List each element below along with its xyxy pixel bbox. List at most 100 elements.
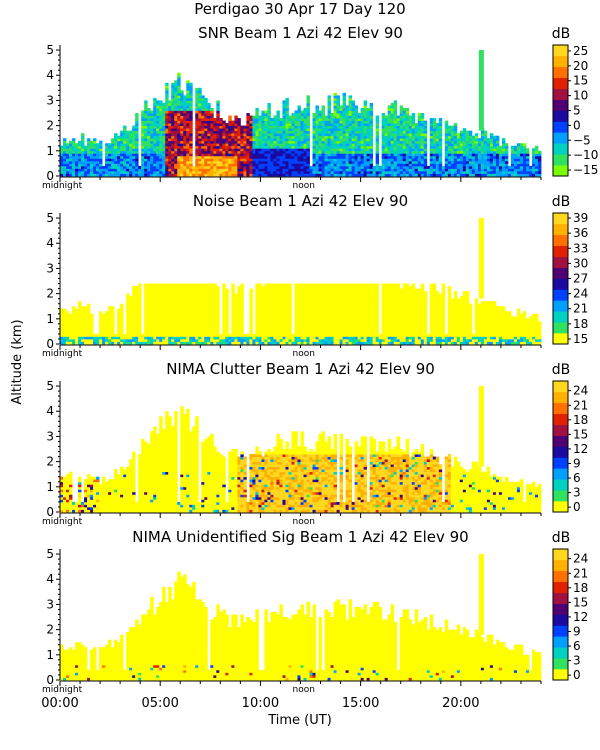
heatmap-cell xyxy=(144,105,147,108)
heatmap-cell xyxy=(264,301,267,304)
heatmap-cell xyxy=(490,143,493,146)
heatmap-cell xyxy=(282,151,285,154)
heatmap-cell xyxy=(484,161,487,164)
heatmap-cell xyxy=(117,138,120,141)
heatmap-cell xyxy=(96,146,99,149)
heatmap-cell xyxy=(484,133,487,136)
heatmap-cell xyxy=(291,128,294,131)
heatmap-cell xyxy=(207,294,210,297)
heatmap-cell xyxy=(258,334,261,337)
heatmap-cell xyxy=(255,161,258,164)
heatmap-cell xyxy=(328,171,331,174)
heatmap-cell xyxy=(204,148,207,151)
heatmap-cell xyxy=(457,166,460,169)
heatmap-cell xyxy=(138,314,141,317)
heatmap-cell xyxy=(195,148,198,151)
heatmap-cell xyxy=(264,111,267,114)
heatmap-cell xyxy=(111,141,114,144)
heatmap-cell xyxy=(301,141,304,144)
heatmap-cell xyxy=(222,151,225,154)
heatmap-cell xyxy=(126,153,129,156)
heatmap-cell xyxy=(301,128,304,131)
heatmap-cell xyxy=(409,121,412,124)
heatmap-cell xyxy=(415,158,418,161)
heatmap-cell xyxy=(129,299,132,302)
heatmap-cell xyxy=(174,138,177,141)
heatmap-cell xyxy=(364,105,367,108)
heatmap-cell xyxy=(78,151,81,154)
heatmap-cell xyxy=(177,108,180,111)
heatmap-cell xyxy=(150,286,153,289)
heatmap-cell xyxy=(150,116,153,119)
heatmap-cell xyxy=(433,158,436,161)
heatmap-cell xyxy=(517,146,520,149)
heatmap-cell xyxy=(394,168,397,171)
heatmap-cell xyxy=(255,148,258,151)
heatmap-cell xyxy=(322,143,325,146)
heatmap-cell xyxy=(162,146,165,149)
heatmap-cell xyxy=(439,146,442,149)
heatmap-cell xyxy=(198,306,201,309)
heatmap-cell xyxy=(252,171,255,174)
heatmap-cell xyxy=(322,133,325,136)
heatmap-cell xyxy=(391,151,394,154)
heatmap-cell xyxy=(63,163,66,166)
heatmap-cell xyxy=(288,133,291,136)
heatmap-cell xyxy=(228,146,231,149)
heatmap-cell xyxy=(72,151,75,154)
heatmap-cell xyxy=(225,304,228,307)
heatmap-cell xyxy=(63,334,66,337)
heatmap-cell xyxy=(270,136,273,139)
heatmap-cell xyxy=(159,304,162,307)
heatmap-cell xyxy=(427,173,430,176)
heatmap-cell xyxy=(150,324,153,327)
heatmap-cell xyxy=(532,173,535,176)
heatmap-cell xyxy=(81,311,84,314)
heatmap-cell xyxy=(165,116,168,119)
heatmap-cell xyxy=(120,336,123,339)
heatmap-cell xyxy=(150,156,153,159)
heatmap-cell xyxy=(108,334,111,337)
heatmap-cell xyxy=(174,316,177,319)
heatmap-cell xyxy=(180,143,183,146)
heatmap-cell xyxy=(322,123,325,126)
heatmap-cell xyxy=(370,131,373,134)
heatmap-cell xyxy=(261,309,264,312)
heatmap-cell xyxy=(367,161,370,164)
heatmap-cell xyxy=(180,136,183,139)
heatmap-cell xyxy=(246,339,249,342)
heatmap-cell xyxy=(144,326,147,329)
heatmap-cell xyxy=(156,111,159,114)
heatmap-cell xyxy=(364,143,367,146)
heatmap-cell xyxy=(132,126,135,129)
heatmap-cell xyxy=(334,105,337,108)
heatmap-cell xyxy=(261,128,264,131)
heatmap-cell xyxy=(165,321,168,324)
heatmap-cell xyxy=(138,296,141,299)
colorbar-tick-label: −5 xyxy=(573,133,591,147)
heatmap-cell xyxy=(258,311,261,314)
heatmap-cell xyxy=(328,121,331,124)
heatmap-cell xyxy=(210,111,213,114)
heatmap-cell xyxy=(189,85,192,88)
heatmap-cell xyxy=(168,334,171,337)
heatmap-cell xyxy=(505,148,508,151)
heatmap-cell xyxy=(168,118,171,121)
heatmap-cell xyxy=(177,171,180,174)
heatmap-cell xyxy=(255,116,258,119)
heatmap-cell xyxy=(288,141,291,144)
heatmap-cell xyxy=(186,168,189,171)
heatmap-cell xyxy=(258,339,261,342)
heatmap-cell xyxy=(328,161,331,164)
heatmap-cell xyxy=(424,171,427,174)
heatmap-cell xyxy=(343,148,346,151)
heatmap-cell xyxy=(436,143,439,146)
heatmap-cell xyxy=(159,118,162,121)
heatmap-cell xyxy=(418,166,421,169)
heatmap-cell xyxy=(406,148,409,151)
heatmap-cell xyxy=(532,153,535,156)
heatmap-cell xyxy=(508,168,511,171)
heatmap-cell xyxy=(123,173,126,176)
heatmap-cell xyxy=(433,146,436,149)
heatmap-cell xyxy=(81,153,84,156)
